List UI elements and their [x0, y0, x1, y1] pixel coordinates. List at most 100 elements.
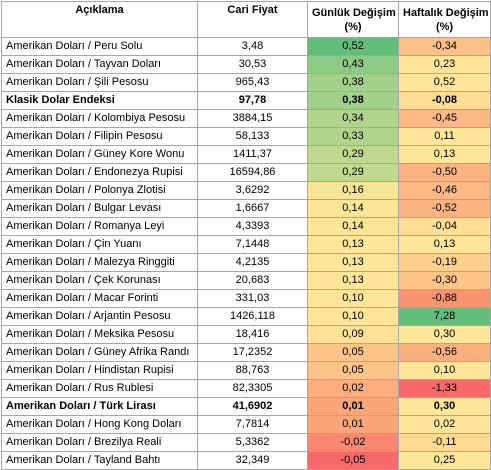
- current-price-cell: 58,133: [197, 127, 308, 146]
- daily-change-cell: 0,52: [307, 37, 399, 56]
- currency-pair-cell: Amerikan Doları / Meksika Pesosu: [1, 325, 198, 344]
- currency-pair-cell: Amerikan Doları / Romanya Leyi: [1, 217, 198, 236]
- currency-pair-cell: Amerikan Doları / Brezilya Reali: [1, 433, 198, 452]
- current-price-cell: 7,7814: [197, 415, 308, 434]
- header-daily-unit: (%): [344, 20, 362, 33]
- daily-change-cell: 0,05: [307, 361, 399, 380]
- daily-change-cell: -0,02: [307, 433, 399, 452]
- weekly-change-cell: 7,28: [398, 307, 491, 326]
- current-price-cell: 5,3362: [197, 433, 308, 452]
- table-row: Amerikan Doları / Tayvan Doları 30,53 0,43…: [1, 55, 491, 74]
- current-price-cell: 4,2135: [197, 253, 308, 272]
- weekly-change-cell: -0,08: [398, 91, 491, 110]
- current-price-cell: 965,43: [197, 73, 308, 92]
- current-price-cell: 17,2352: [197, 343, 308, 362]
- weekly-change-cell: -0,46: [398, 181, 491, 200]
- table-row: Amerikan Doları / Brezilya Reali 5,3362 -0…: [1, 433, 491, 452]
- table-row: Amerikan Doları / Meksika Pesosu 18,416 0,…: [1, 325, 491, 344]
- table-row: Amerikan Doları / Romanya Leyi 4,3393 0,14…: [1, 217, 491, 236]
- currency-pair-cell: Amerikan Doları / Güney Kore Wonu: [1, 145, 198, 164]
- table-row: Amerikan Doları / Hong Kong Doları 7,7814…: [1, 415, 491, 434]
- weekly-change-cell: -0,30: [398, 271, 491, 290]
- current-price-cell: 331,03: [197, 289, 308, 308]
- currency-pair-cell: Amerikan Doları / Endonezya Rupisi: [1, 163, 198, 182]
- currency-pair-cell: Klasik Dolar Endeksi: [1, 91, 198, 110]
- currency-pair-cell: Amerikan Doları / Bulgar Levası: [1, 199, 198, 218]
- daily-change-cell: 0,43: [307, 55, 399, 74]
- table-row: Amerikan Doları / Şili Pesosu 965,43 0,38 0…: [1, 73, 491, 92]
- weekly-change-cell: -0,56: [398, 343, 491, 362]
- weekly-change-cell: 0,02: [398, 415, 491, 434]
- header-row: Açıklama Cari Fiyat Günlük Değişim (%) Ha…: [1, 1, 491, 38]
- table-row: Amerikan Doları / Malezya Ringgiti 4,2135…: [1, 253, 491, 272]
- table-row: Amerikan Doları / Polonya Zlotisi 3,6292 0…: [1, 181, 491, 200]
- table-row: Amerikan Doları / Türk Lirası 41,6902 0,01…: [1, 397, 491, 416]
- daily-change-cell: 0,34: [307, 109, 399, 128]
- current-price-cell: 30,53: [197, 55, 308, 74]
- currency-pair-cell: Amerikan Doları / Peru Solu: [1, 37, 198, 56]
- weekly-change-cell: 0,30: [398, 325, 491, 344]
- currency-pair-cell: Amerikan Doları / Malezya Ringgiti: [1, 253, 198, 272]
- daily-change-cell: 0,16: [307, 181, 399, 200]
- currency-pair-cell: Amerikan Doları / Polonya Zlotisi: [1, 181, 198, 200]
- weekly-change-cell: -0,88: [398, 289, 491, 308]
- weekly-change-cell: 0,52: [398, 73, 491, 92]
- current-price-cell: 1411,37: [197, 145, 308, 164]
- weekly-change-cell: 0,30: [398, 397, 491, 416]
- daily-change-cell: 0,13: [307, 253, 399, 272]
- weekly-change-cell: 0,10: [398, 361, 491, 380]
- table-row: Amerikan Doları / Çek Korunası 20,683 0,13…: [1, 271, 491, 290]
- table-body: Amerikan Doları / Peru Solu 3,48 0,52 -0,34…: [1, 37, 491, 470]
- table-row: Amerikan Doları / Çin Yuanı 7,1448 0,13 0,1…: [1, 235, 491, 254]
- current-price-cell: 82,3305: [197, 379, 308, 398]
- currency-pair-cell: Amerikan Doları / Güney Afrika Randı: [1, 343, 198, 362]
- current-price-cell: 3884,15: [197, 109, 308, 128]
- current-price-cell: 88,763: [197, 361, 308, 380]
- daily-change-cell: 0,02: [307, 379, 399, 398]
- table-row: Amerikan Doları / Güney Kore Wonu 1411,37…: [1, 145, 491, 164]
- weekly-change-cell: 0,13: [398, 235, 491, 254]
- header-weekly-unit: (%): [435, 20, 454, 33]
- current-price-cell: 32,349: [197, 451, 308, 470]
- daily-change-cell: 0,13: [307, 235, 399, 254]
- current-price-cell: 41,6902: [197, 397, 308, 416]
- daily-change-cell: 0,10: [307, 307, 399, 326]
- currency-pair-cell: Amerikan Doları / Kolombiya Pesosu: [1, 109, 198, 128]
- weekly-change-cell: 0,25: [398, 451, 491, 470]
- current-price-cell: 20,683: [197, 271, 308, 290]
- current-price-cell: 3,6292: [197, 181, 308, 200]
- table-row: Amerikan Doları / Güney Afrika Randı 17,2…: [1, 343, 491, 362]
- weekly-change-cell: -0,34: [398, 37, 491, 56]
- table-row: Amerikan Doları / Kolombiya Pesosu 3884,1…: [1, 109, 491, 128]
- table-row: Amerikan Doları / Rus Rublesi 82,3305 0,02…: [1, 379, 491, 398]
- daily-change-cell: 0,38: [307, 73, 399, 92]
- daily-change-cell: 0,01: [307, 397, 399, 416]
- current-price-cell: 16594,86: [197, 163, 308, 182]
- daily-change-cell: 0,29: [307, 145, 399, 164]
- table-row: Klasik Dolar Endeksi 97,78 0,38 -0,08: [1, 91, 491, 110]
- currency-pair-cell: Amerikan Doları / Çek Korunası: [1, 271, 198, 290]
- daily-change-cell: 0,29: [307, 163, 399, 182]
- table-row: Amerikan Doları / Peru Solu 3,48 0,52 -0,34: [1, 37, 491, 56]
- header-description: Açıklama: [1, 1, 198, 38]
- currency-pair-cell: Amerikan Doları / Çin Yuanı: [1, 235, 198, 254]
- current-price-cell: 3,48: [197, 37, 308, 56]
- header-weekly-change: Haftalık Değişim (%): [398, 1, 491, 38]
- daily-change-cell: 0,14: [307, 217, 399, 236]
- daily-change-cell: 0,38: [307, 91, 399, 110]
- table-row: Amerikan Doları / Endonezya Rupisi 16594,…: [1, 163, 491, 182]
- daily-change-cell: 0,10: [307, 289, 399, 308]
- weekly-change-cell: -0,50: [398, 163, 491, 182]
- currency-pair-cell: Amerikan Doları / Hong Kong Doları: [1, 415, 198, 434]
- weekly-change-cell: -0,04: [398, 217, 491, 236]
- current-price-cell: 18,416: [197, 325, 308, 344]
- current-price-cell: 7,1448: [197, 235, 308, 254]
- table-row: Amerikan Doları / Hindistan Rupisi 88,763…: [1, 361, 491, 380]
- weekly-change-cell: -1,33: [398, 379, 491, 398]
- table-row: Amerikan Doları / Filipin Pesosu 58,133 0,…: [1, 127, 491, 146]
- weekly-change-cell: 0,23: [398, 55, 491, 74]
- currency-pair-cell: Amerikan Doları / Hindistan Rupisi: [1, 361, 198, 380]
- current-price-cell: 1426,118: [197, 307, 308, 326]
- weekly-change-cell: -0,52: [398, 199, 491, 218]
